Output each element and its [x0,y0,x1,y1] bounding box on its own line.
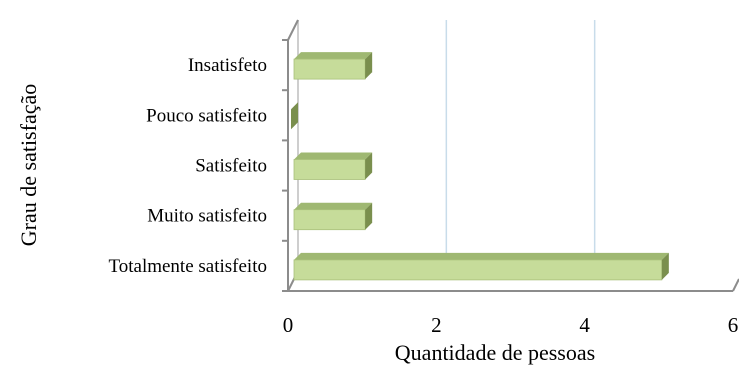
wall-top-edge [287,19,299,41]
bar-top-face [294,52,373,60]
bar [293,252,669,281]
bar [293,52,373,80]
x-tick-label: 6 [728,313,739,337]
x-tick-label: 4 [579,313,590,337]
bar-top-face [294,252,669,260]
bar [293,152,373,180]
bar-front-face [293,259,663,281]
bar-layer [291,52,669,281]
category-labels: Totalmente satisfeito Muito satisfeito Sat… [108,55,267,277]
x-tick-label: 2 [431,313,442,337]
category-label: Pouco satisfeito [146,105,267,126]
bar-side-face [365,52,373,80]
grid-layer [445,20,596,271]
x-tick-label: 0 [283,313,294,337]
bar-front-face [293,58,366,80]
bar-side-face [661,252,669,280]
bar-side-face [291,102,298,130]
bar [293,202,373,231]
bar-side-face [365,202,373,230]
floor-right-edge [732,278,739,292]
bar-side-face [365,152,373,180]
y-axis-title: Grau de satisfação [16,84,41,246]
category-label: Muito satisfeito [147,206,267,227]
bar [291,102,298,130]
bar-front-face [293,209,366,231]
category-label: Satisfeito [195,156,267,177]
x-tick-labels: 0 2 4 6 [283,313,739,337]
bar-top-face [294,202,373,210]
bar-top-face [294,152,373,160]
category-label: Totalmente satisfeito [108,256,267,277]
x-axis-title: Quantidade de pessoas [395,340,595,365]
category-label: Insatisfeto [188,55,267,76]
bar-front-face [293,159,366,180]
